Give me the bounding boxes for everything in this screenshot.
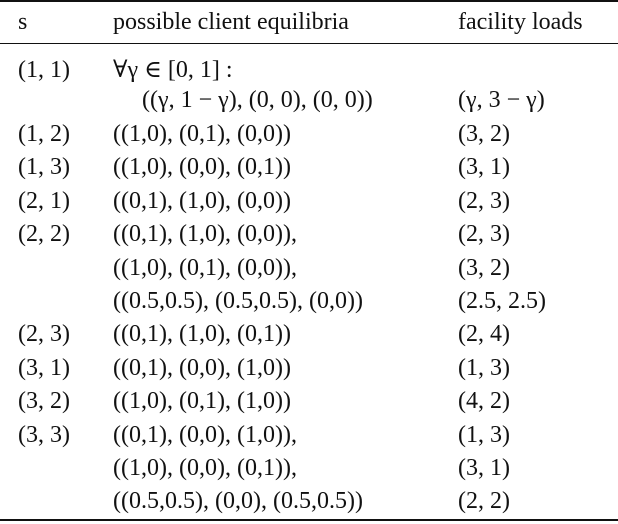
row-load-cell: (3, 2) (458, 255, 510, 281)
row-s-cell: (3, 3) (18, 422, 70, 448)
row-s-cell: (2, 1) (18, 188, 70, 214)
header-loads: facility loads (458, 9, 583, 35)
row-equilibrium-cell: ((1,0), (0,1), (1,0)) (113, 388, 291, 414)
row-s-cell: (3, 2) (18, 388, 70, 414)
row-load-cell: (2, 2) (458, 488, 510, 514)
row-equilibrium-cell: ((0.5,0.5), (0.5,0.5), (0,0)) (113, 288, 363, 314)
row-load-cell: (3, 1) (458, 154, 510, 180)
row-equilibrium-cell: ((0,1), (1,0), (0,0)) (113, 188, 291, 214)
row-equilibrium-cell: ((1,0), (0,0), (0,1)), (113, 455, 297, 481)
row-load-cell: (2, 3) (458, 221, 510, 247)
row-load-cell: (2, 4) (458, 321, 510, 347)
bottom-rule (0, 519, 618, 521)
row-equilibrium-cell: ((0.5,0.5), (0,0), (0.5,0.5)) (113, 488, 363, 514)
row-equilibrium-cell: ((0,1), (0,0), (1,0)), (113, 422, 297, 448)
row-s-cell: (2, 3) (18, 321, 70, 347)
row-equilibrium-cell: ∀γ ∈ [0, 1] : (113, 57, 233, 83)
header-rule (0, 43, 618, 44)
row-s-cell: (1, 3) (18, 154, 70, 180)
row-equilibrium-cell: ((0,1), (1,0), (0,1)) (113, 321, 291, 347)
row-load-cell: (γ, 3 − γ) (458, 87, 545, 113)
row-s-cell: (1, 1) (18, 57, 70, 83)
row-load-cell: (2, 3) (458, 188, 510, 214)
row-load-cell: (3, 2) (458, 121, 510, 147)
row-equilibrium-cell: ((1,0), (0,1), (0,0)) (113, 121, 291, 147)
row-s-cell: (1, 2) (18, 121, 70, 147)
row-load-cell: (3, 1) (458, 455, 510, 481)
row-equilibrium-cell: ((0,1), (1,0), (0,0)), (113, 221, 297, 247)
row-load-cell: (1, 3) (458, 422, 510, 448)
row-load-cell: (1, 3) (458, 355, 510, 381)
header-equilibria: possible client equilibria (113, 9, 349, 35)
header-s: s (18, 9, 28, 35)
row-s-cell: (2, 2) (18, 221, 70, 247)
top-rule (0, 0, 618, 2)
row-equilibrium-cell: ((1,0), (0,0), (0,1)) (113, 154, 291, 180)
row-load-cell: (2.5, 2.5) (458, 288, 546, 314)
row-load-cell: (4, 2) (458, 388, 510, 414)
row-equilibrium-cell: ((γ, 1 − γ), (0, 0), (0, 0)) (142, 87, 373, 113)
row-equilibrium-cell: ((0,1), (0,0), (1,0)) (113, 355, 291, 381)
row-equilibrium-cell: ((1,0), (0,1), (0,0)), (113, 255, 297, 281)
row-s-cell: (3, 1) (18, 355, 70, 381)
